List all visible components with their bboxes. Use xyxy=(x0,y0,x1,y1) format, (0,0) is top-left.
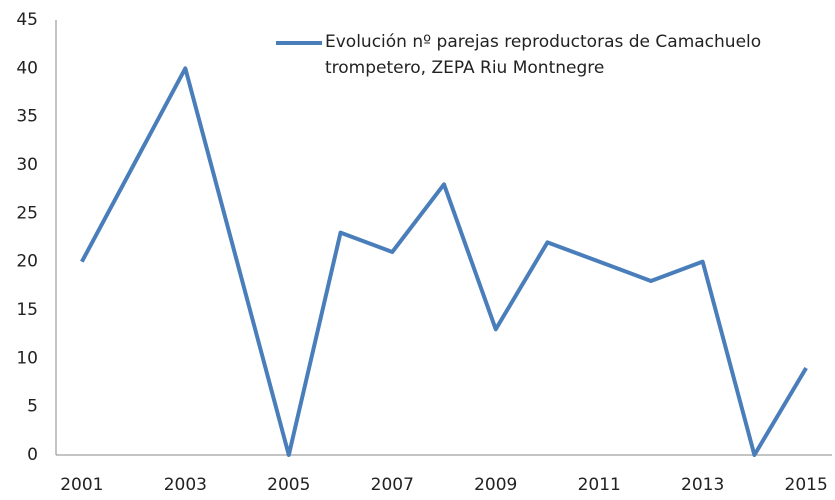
y-tick-label: 40 xyxy=(16,58,38,78)
y-tick-label: 5 xyxy=(27,397,38,417)
x-tick-label: 2007 xyxy=(371,475,414,495)
y-tick-label: 30 xyxy=(16,155,38,175)
x-tick-label: 2015 xyxy=(785,475,828,495)
x-tick-label: 2009 xyxy=(474,475,517,495)
x-tick-label: 2013 xyxy=(681,475,724,495)
y-tick-label: 45 xyxy=(16,10,38,30)
x-tick-label: 2005 xyxy=(267,475,310,495)
x-tick-label: 2003 xyxy=(164,475,207,495)
y-tick-label: 10 xyxy=(16,348,38,368)
y-tick-label: 15 xyxy=(16,300,38,320)
legend-swatch xyxy=(276,41,322,45)
x-tick-label: 2001 xyxy=(60,475,103,495)
y-tick-label: 0 xyxy=(27,445,38,465)
y-tick-label: 35 xyxy=(16,107,38,127)
y-tick-label: 25 xyxy=(16,203,38,223)
y-tick-label: 20 xyxy=(16,252,38,272)
legend-label: Evolución nº parejas reproductoras de Ca… xyxy=(325,32,762,78)
x-tick-label: 2011 xyxy=(578,475,621,495)
data-line xyxy=(80,66,808,457)
legend: Evolución nº parejas reproductoras de Ca… xyxy=(276,29,835,81)
